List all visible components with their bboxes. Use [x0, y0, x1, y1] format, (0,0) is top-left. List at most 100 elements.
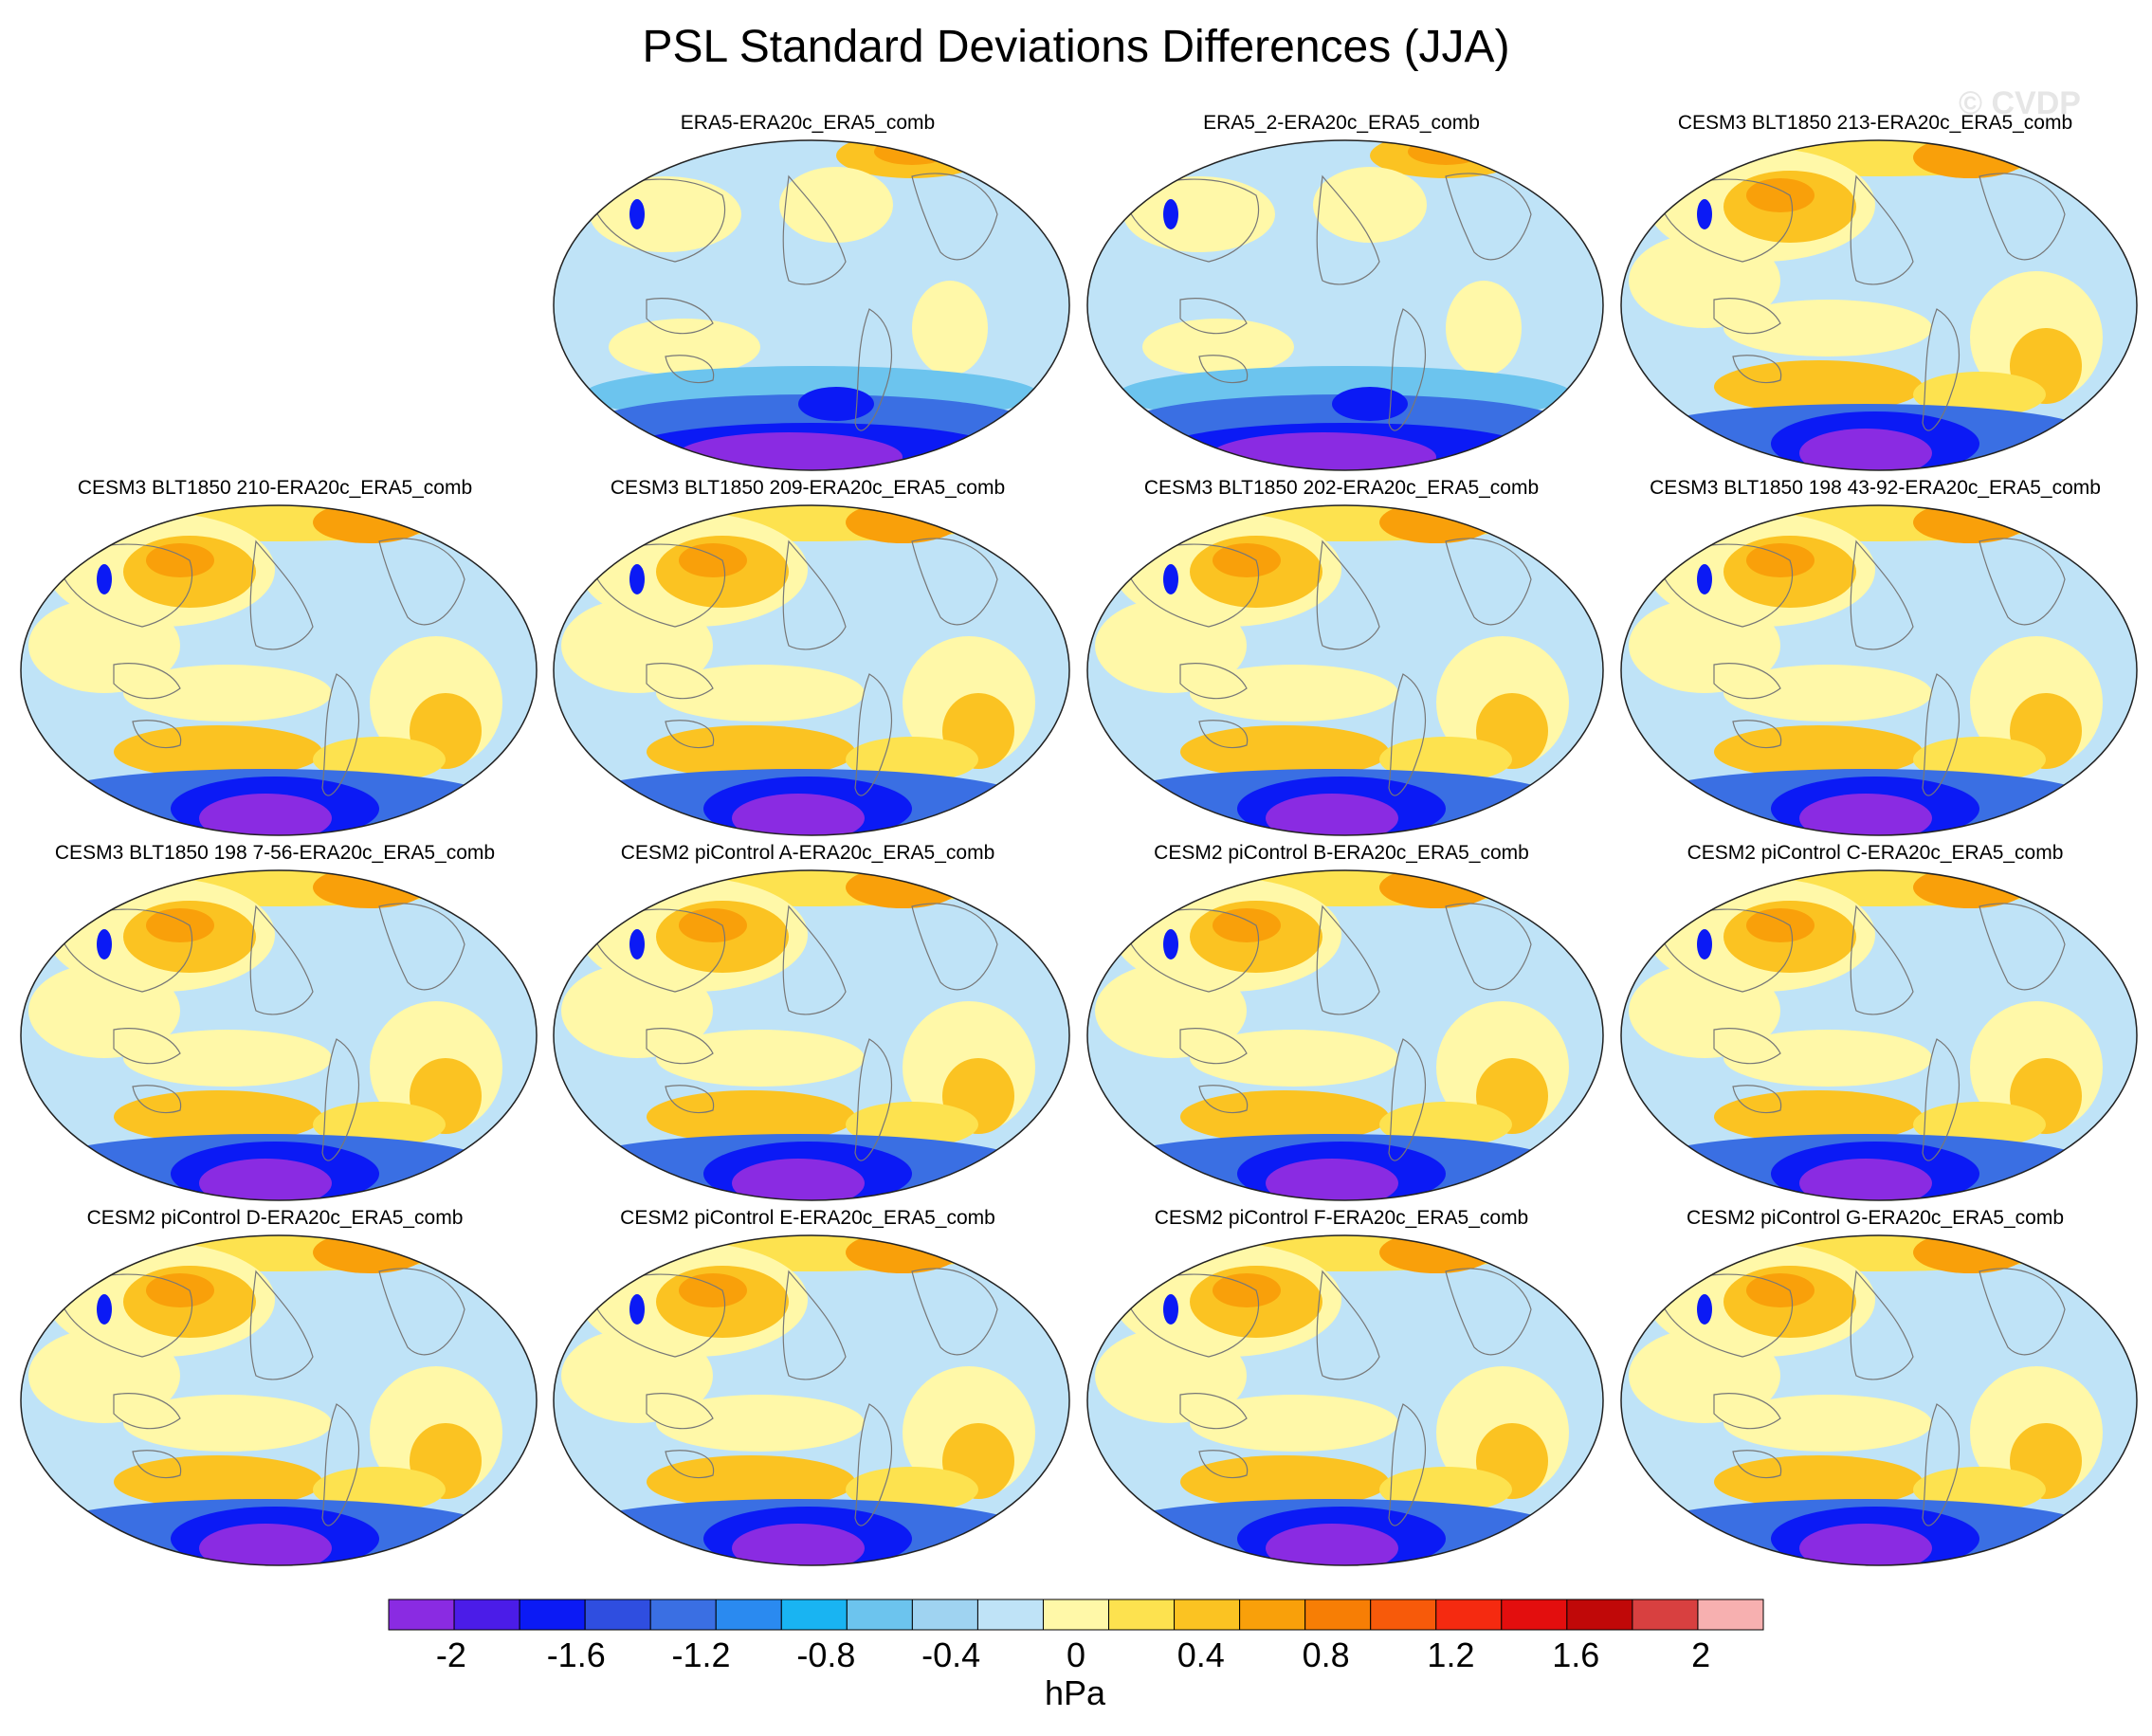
anomaly-contour: [593, 1235, 1030, 1271]
anomaly-contour: [732, 1159, 865, 1200]
colorbar-tick-label: 0.4: [1176, 1635, 1225, 1674]
map-panel: CESM2 piControl F-ERA20c_ERA5_comb: [1076, 1207, 1607, 1577]
colorbar-swatch: [1501, 1599, 1568, 1631]
coastline: [378, 538, 465, 626]
anomaly-contour: [313, 505, 427, 543]
map-outline: [1620, 139, 2138, 471]
coastline: [249, 1270, 314, 1380]
panel-title: CESM3 BLT1850 202-ERA20c_ERA5_comb: [1143, 477, 1540, 499]
coastline: [665, 1085, 715, 1114]
coastline: [646, 663, 714, 700]
colorbar-tick-label: -0.8: [796, 1635, 856, 1674]
map-panel: CESM3 BLT1850 198 43-92-ERA20c_ERA5_comb: [1610, 477, 2141, 847]
coastline: [1179, 663, 1248, 700]
coastline: [1979, 538, 2066, 626]
coastline: [1850, 1270, 1914, 1380]
coastline: [589, 178, 726, 263]
anomaly-contour: [146, 908, 214, 942]
map-outline: [1086, 869, 1604, 1201]
map-outline: [20, 869, 538, 1201]
anomaly-contour: [146, 1273, 214, 1307]
anomaly-contour: [1697, 199, 1712, 229]
anomaly-contour: [1629, 233, 1780, 328]
coastline: [1979, 173, 2066, 261]
anomaly-contour: [561, 1328, 713, 1423]
coastline: [1388, 1038, 1427, 1161]
anomaly-contour: [1661, 870, 2097, 906]
anomaly-contour: [114, 1090, 322, 1143]
anomaly-contour: [1180, 1090, 1389, 1143]
anomaly-contour: [647, 725, 855, 778]
anomaly-contour: [1746, 178, 1815, 212]
coastline: [1316, 539, 1380, 650]
colorbar-tick-label: -2: [435, 1635, 466, 1674]
coastline: [113, 663, 181, 700]
coastline: [132, 720, 182, 749]
anomaly-contour: [123, 1395, 332, 1452]
anomaly-contour: [1913, 1235, 2027, 1273]
anomaly-contour: [28, 963, 180, 1058]
anomaly-contour: [1746, 1273, 1815, 1307]
colorbar-swatch: [846, 1599, 913, 1631]
anomaly-contour: [1723, 1395, 1932, 1452]
panel-title: CESM2 piControl B-ERA20c_ERA5_comb: [1154, 842, 1529, 864]
colorbar-swatch: [1435, 1599, 1503, 1631]
map-panel: CESM3 BLT1850 210-ERA20c_ERA5_comb: [9, 477, 540, 847]
panel-title: CESM2 piControl E-ERA20c_ERA5_comb: [620, 1207, 995, 1229]
world-map: [1620, 139, 2138, 471]
panel-title: CESM3 BLT1850 213-ERA20c_ERA5_comb: [1677, 112, 2073, 134]
panel-title: CESM2 piControl F-ERA20c_ERA5_comb: [1154, 1207, 1529, 1229]
colorbar-unit: hPa: [1044, 1673, 1106, 1712]
panel-title: CESM2 piControl A-ERA20c_ERA5_comb: [620, 842, 995, 864]
anomaly-contour: [1379, 505, 1493, 543]
coastline: [378, 1268, 465, 1356]
anomaly-contour: [1714, 1090, 1923, 1143]
anomaly-contour: [61, 505, 497, 541]
anomaly-contour: [97, 1294, 112, 1325]
coastline: [1922, 308, 1961, 431]
coastline: [665, 355, 715, 384]
coastline: [1316, 905, 1380, 1015]
anomaly-contour: [561, 598, 713, 693]
coastline: [1122, 178, 1260, 263]
coastline: [1979, 1268, 2066, 1356]
anomaly-contour: [656, 665, 865, 722]
anomaly-contour: [1123, 176, 1275, 252]
map-panel: CESM3 BLT1850 202-ERA20c_ERA5_comb: [1076, 477, 1607, 847]
coastline: [1732, 1450, 1782, 1479]
coastline: [1656, 1273, 1794, 1358]
anomaly-contour: [123, 1030, 332, 1087]
coastline: [132, 1085, 182, 1114]
colorbar-swatch: [911, 1599, 978, 1631]
coastline: [249, 539, 314, 650]
anomaly-contour: [1913, 870, 2027, 908]
coastline: [1122, 908, 1260, 993]
coastline: [854, 1403, 893, 1526]
anomaly-contour: [1697, 564, 1712, 594]
map-panel: CESM3 BLT1850 198 7-56-ERA20c_ERA5_comb: [9, 842, 540, 1212]
coastline: [1656, 908, 1794, 993]
anomaly-contour: [1661, 1235, 2097, 1271]
anomaly-contour: [912, 281, 988, 375]
anomaly-contour: [1723, 300, 1932, 356]
coastline: [1656, 543, 1794, 628]
map-outline: [20, 1234, 538, 1566]
anomaly-contour: [1913, 505, 2027, 543]
coastline: [56, 543, 193, 628]
coastline: [113, 1028, 181, 1065]
anomaly-contour: [1190, 665, 1398, 722]
anomaly-contour: [1913, 140, 2027, 178]
coastline: [1179, 298, 1248, 335]
coastline: [113, 1393, 181, 1430]
world-map: [20, 869, 538, 1201]
anomaly-contour: [313, 870, 427, 908]
map-panel: CESM2 piControl A-ERA20c_ERA5_comb: [542, 842, 1073, 1212]
anomaly-contour: [1661, 140, 2097, 176]
panel-title: CESM2 piControl G-ERA20c_ERA5_comb: [1687, 1207, 2064, 1229]
colorbar-tick-label: -1.6: [546, 1635, 606, 1674]
anomaly-contour: [593, 505, 1030, 541]
anomaly-contour: [1095, 963, 1247, 1058]
coastline: [1979, 903, 2066, 991]
anomaly-contour: [679, 543, 747, 577]
anomaly-contour: [1213, 908, 1281, 942]
